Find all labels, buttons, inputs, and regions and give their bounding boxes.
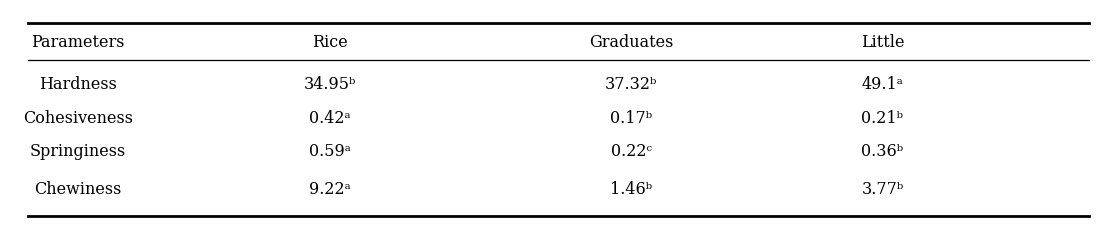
- Text: Rice: Rice: [312, 34, 347, 51]
- Text: Springiness: Springiness: [30, 143, 126, 160]
- Text: 49.1ᵃ: 49.1ᵃ: [861, 76, 904, 93]
- Text: Little: Little: [861, 34, 904, 51]
- Text: 0.17ᵇ: 0.17ᵇ: [610, 109, 652, 126]
- Text: 0.36ᵇ: 0.36ᵇ: [861, 143, 904, 160]
- Text: Hardness: Hardness: [39, 76, 117, 93]
- Text: 1.46ᵇ: 1.46ᵇ: [610, 180, 652, 197]
- Text: 0.22ᶜ: 0.22ᶜ: [611, 143, 651, 160]
- Text: Parameters: Parameters: [31, 34, 125, 51]
- Text: Cohesiveness: Cohesiveness: [23, 109, 133, 126]
- Text: 37.32ᵇ: 37.32ᵇ: [605, 76, 657, 93]
- Text: Chewiness: Chewiness: [35, 180, 122, 197]
- Text: Graduates: Graduates: [589, 34, 674, 51]
- Text: 0.59ᵃ: 0.59ᵃ: [308, 143, 351, 160]
- Text: 0.21ᵇ: 0.21ᵇ: [861, 109, 904, 126]
- Text: 34.95ᵇ: 34.95ᵇ: [304, 76, 355, 93]
- Text: 9.22ᵃ: 9.22ᵃ: [308, 180, 351, 197]
- Text: 3.77ᵇ: 3.77ᵇ: [861, 180, 904, 197]
- Text: 0.42ᵃ: 0.42ᵃ: [308, 109, 351, 126]
